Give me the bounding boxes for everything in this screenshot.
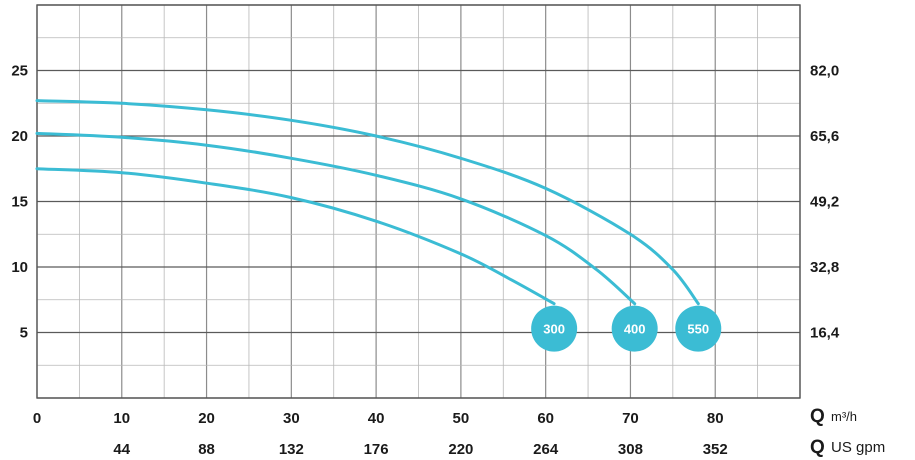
x2-tick-label: 308 [618,441,643,458]
y2-tick-label: 32,8 [810,259,839,276]
x2-unit-text: US gpm [831,439,885,456]
curve-300 [35,167,556,306]
x2-tick-label: 176 [364,441,389,458]
x2-tick-label: 132 [279,441,304,458]
badge-label-300: 300 [543,322,565,337]
tick-labels: 0 10 20 30 40 50 60 70 80 44 88 132 176 220 264 308 352 5… [11,63,840,459]
badge-label-550: 550 [687,322,709,337]
badge-400 [611,305,658,352]
pump-curves [35,99,700,306]
y-tick-label: 5 [20,325,28,342]
y2-tick-label: 49,2 [810,194,839,211]
x-tick-label: 10 [113,410,130,427]
x2-tick-label: 220 [448,441,473,458]
x-tick-label: 80 [707,410,724,427]
y2-tick-label: 82,0 [810,63,839,80]
x-tick-label: 0 [33,410,41,427]
x2-tick-label: 44 [113,441,130,458]
badge-300 [531,305,578,352]
x-axis-units: Q m³/h Q US gpm [810,406,885,458]
y-tick-label: 10 [11,259,28,276]
x2-tick-label: 88 [198,441,215,458]
y-tick-label: 15 [11,194,28,211]
x-tick-label: 50 [453,410,470,427]
grid [36,4,801,399]
x2-unit-symbol: Q [810,437,825,458]
y-tick-label: 25 [11,63,28,80]
x-tick-label: 40 [368,410,385,427]
x2-tick-label: 264 [533,441,559,458]
badge-550 [675,305,722,352]
y2-tick-label: 16,4 [810,325,840,342]
y2-tick-label: 65,6 [810,128,839,145]
y-tick-label: 20 [11,128,28,145]
x2-tick-label: 352 [703,441,728,458]
x-tick-label: 60 [537,410,554,427]
badge-label-400: 400 [624,322,646,337]
curve-badges: 300 400 550 [531,305,722,352]
curve-550 [35,99,700,306]
x-tick-label: 30 [283,410,300,427]
x-unit-text: m³/h [831,409,857,424]
x-unit-symbol: Q [810,406,825,427]
plot-border [36,4,801,399]
x-tick-label: 20 [198,410,215,427]
curve-400 [35,131,637,306]
x-tick-label: 70 [622,410,639,427]
